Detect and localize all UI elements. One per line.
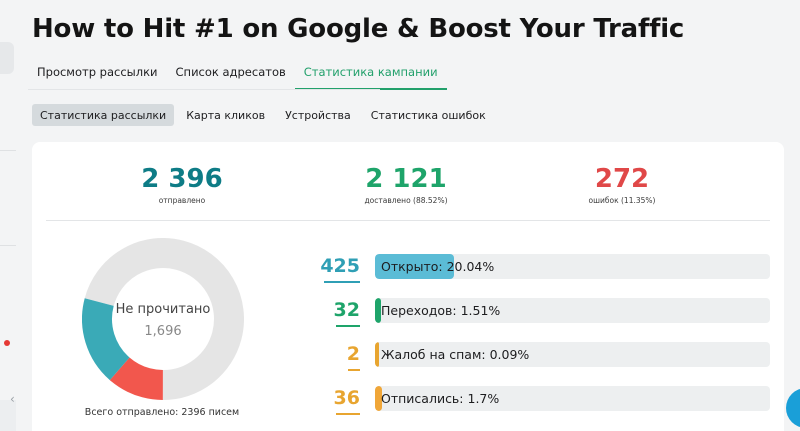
- tab-preview[interactable]: Просмотр рассылки: [37, 65, 158, 79]
- stat-sent-value: 2 396: [141, 164, 223, 194]
- rail-tab[interactable]: [0, 42, 14, 74]
- stat-errors-label: ошибок (11.35%): [588, 196, 656, 205]
- metric-underline: [336, 413, 360, 415]
- chevron-left-icon[interactable]: ‹: [10, 392, 15, 406]
- metric-opened-label: Открыто: 20.04%: [381, 259, 495, 274]
- tab-recipients[interactable]: Список адресатов: [175, 65, 286, 79]
- main-tabs: Просмотр рассылки Список адресатов Стати…: [28, 58, 447, 90]
- notification-dot: [4, 340, 10, 346]
- stat-errors-value: 272: [594, 164, 650, 194]
- metric-opened-value: 425: [320, 255, 360, 277]
- sub-tabs: Статистика рассылки Карта кликов Устройс…: [32, 104, 494, 126]
- donut-center-title: Не прочитано: [115, 302, 211, 317]
- metric-spam-value: 2: [346, 343, 360, 365]
- metric-underline: [348, 369, 360, 371]
- donut-total-label: Всего отправлено: 2396 писем: [84, 407, 240, 418]
- stat-sent: 2 396 отправлено: [92, 164, 272, 205]
- tabs-divider: [28, 89, 380, 90]
- stat-delivered-value: 2 121: [365, 164, 447, 194]
- metric-opened: 425 Открыто: 20.04%: [314, 254, 770, 283]
- stats-card: 2 396 отправлено 2 121 доставлено (88.52…: [32, 142, 784, 431]
- metric-unsubscribed-bar: Отписались: 1.7%: [375, 386, 770, 411]
- rail-divider: [0, 150, 16, 151]
- stat-delivered: 2 121 доставлено (88.52%): [316, 164, 496, 205]
- card-divider: [46, 220, 770, 221]
- metric-unsubscribed-fill: [375, 386, 382, 411]
- subtab-error-stats[interactable]: Статистика ошибок: [370, 109, 486, 122]
- metric-spam-label: Жалоб на спам: 0.09%: [381, 347, 530, 362]
- stat-delivered-label: доставлено (88.52%): [364, 196, 448, 205]
- metric-clicks-value: 32: [333, 299, 360, 321]
- metric-clicks-bar: Переходов: 1.51%: [375, 298, 770, 323]
- donut-chart: [82, 238, 244, 400]
- metric-opened-fill: [375, 254, 455, 279]
- subtab-click-map[interactable]: Карта кликов: [186, 109, 266, 122]
- stat-errors: 272 ошибок (11.35%): [532, 164, 712, 205]
- metric-clicks: 32 Переходов: 1.51%: [314, 298, 770, 327]
- metric-unsubscribed-value: 36: [333, 387, 360, 409]
- donut-segment-errors: [82, 238, 244, 400]
- page-title: How to Hit #1 on Google & Boost Your Tra…: [32, 14, 685, 44]
- tab-campaign-stats[interactable]: Статистика кампании: [294, 58, 447, 90]
- chat-icon[interactable]: [786, 388, 800, 428]
- donut-segment-unread: [82, 238, 244, 400]
- left-rail: [0, 0, 16, 431]
- metric-unsubscribed-label: Отписались: 1.7%: [381, 391, 500, 406]
- metric-underline: [336, 325, 360, 327]
- metric-clicks-fill: [375, 298, 381, 323]
- subtab-devices[interactable]: Устройства: [285, 109, 351, 122]
- metric-spam-fill: [375, 342, 379, 367]
- rail-divider: [0, 245, 16, 246]
- metric-spam-bar: Жалоб на спам: 0.09%: [375, 342, 770, 367]
- stat-sent-label: отправлено: [158, 196, 206, 205]
- rail-footer: [0, 400, 16, 431]
- metric-clicks-label: Переходов: 1.51%: [381, 303, 501, 318]
- subtab-mailing-stats[interactable]: Статистика рассылки: [32, 104, 175, 126]
- donut-center-value: 1,696: [144, 324, 182, 339]
- metric-underline: [324, 281, 360, 283]
- metric-opened-bar: Открыто: 20.04%: [375, 254, 770, 279]
- metric-unsubscribed: 36 Отписались: 1.7%: [314, 386, 770, 415]
- metric-spam: 2 Жалоб на спам: 0.09%: [314, 342, 770, 371]
